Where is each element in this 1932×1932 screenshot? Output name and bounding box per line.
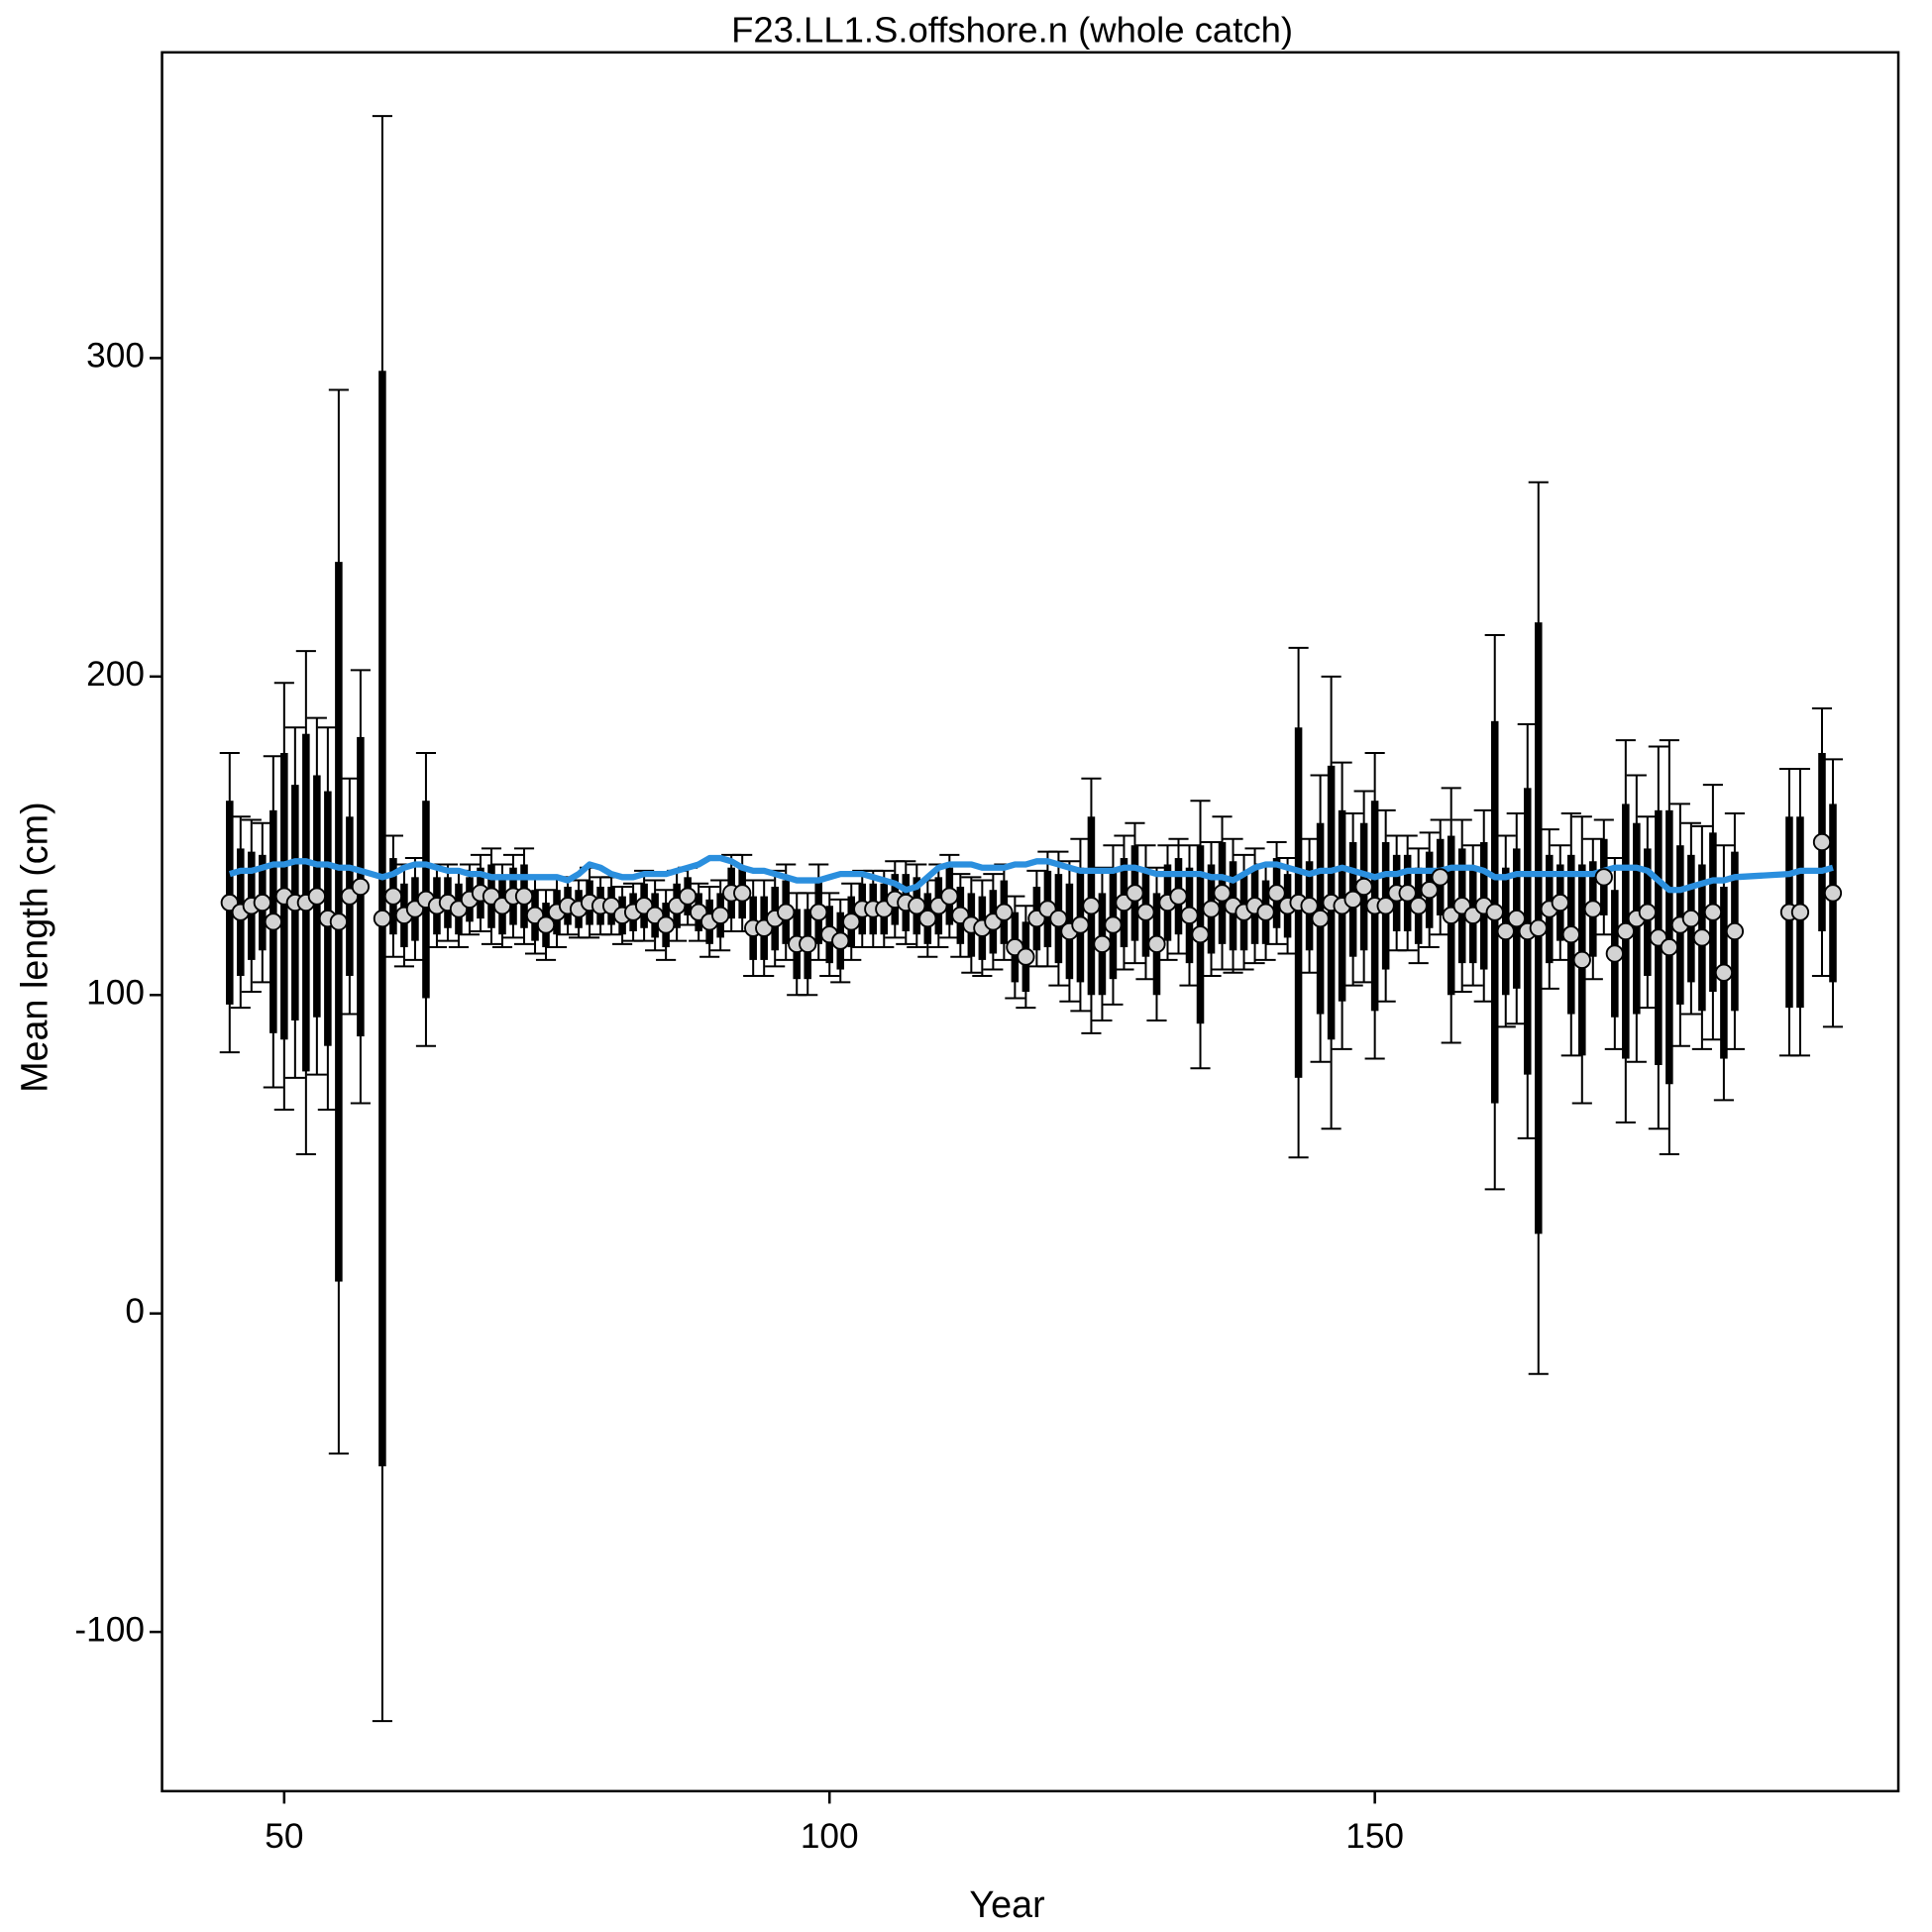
observed-point <box>1420 881 1439 900</box>
y-tick-label: 100 <box>86 974 145 1013</box>
observed-point <box>908 897 926 915</box>
observed-point <box>711 906 730 925</box>
observed-point <box>1605 944 1624 963</box>
observed-point <box>514 887 534 906</box>
observed-point <box>657 915 676 934</box>
observed-point <box>799 934 817 953</box>
observed-point <box>1409 897 1428 915</box>
chart-title: F23.LL1.S.offshore.n (whole catch) <box>731 9 1293 50</box>
observed-point <box>264 912 282 931</box>
x-tick-label: 150 <box>1345 1817 1404 1856</box>
observed-point <box>1692 928 1712 947</box>
observed-point <box>1147 934 1166 953</box>
observed-point <box>1191 925 1210 944</box>
observed-point <box>1551 893 1569 912</box>
observed-point <box>536 915 556 934</box>
observed-point <box>831 931 850 950</box>
observed-point <box>1311 910 1330 928</box>
observed-point <box>1213 884 1232 903</box>
observed-point <box>842 912 861 931</box>
observed-point <box>995 903 1014 921</box>
observed-point <box>1714 963 1734 982</box>
observed-point <box>1376 897 1395 915</box>
y-tick-label: 0 <box>125 1292 145 1331</box>
observed-point <box>329 912 348 931</box>
observed-point <box>777 903 796 921</box>
observed-point <box>1594 868 1613 887</box>
observed-point <box>1180 906 1199 925</box>
observed-point <box>1082 897 1101 915</box>
observed-point <box>1496 921 1515 941</box>
observed-point <box>1812 832 1832 852</box>
observed-point <box>1529 918 1548 937</box>
observed-point <box>1572 950 1591 970</box>
observed-point <box>1703 903 1723 921</box>
observed-point <box>1823 884 1843 903</box>
observed-point <box>1126 884 1144 903</box>
observed-point <box>1583 900 1602 918</box>
plot-frame <box>161 51 1900 1793</box>
observed-point <box>373 910 392 928</box>
observed-point <box>1202 900 1221 918</box>
observed-point <box>1681 910 1700 928</box>
observed-point <box>383 887 403 906</box>
observed-point <box>1507 910 1526 928</box>
observed-point <box>1638 903 1657 921</box>
observed-point <box>1354 877 1373 897</box>
y-tick-label: 300 <box>86 337 145 376</box>
x-tick-label: 50 <box>265 1817 303 1856</box>
observed-point <box>1169 887 1188 906</box>
observed-point <box>1071 915 1090 934</box>
observed-point <box>351 877 371 897</box>
y-tick-label: -100 <box>74 1610 145 1649</box>
observed-point <box>1093 934 1112 953</box>
observed-point <box>1616 921 1635 941</box>
observed-point <box>809 903 828 921</box>
observed-point <box>1017 947 1035 966</box>
observed-point <box>1485 903 1504 921</box>
observed-point <box>1267 884 1286 903</box>
observed-point <box>1104 915 1123 934</box>
observed-point <box>307 887 326 906</box>
observed-point <box>1561 925 1580 944</box>
observed-point <box>1660 937 1678 957</box>
observed-point <box>679 887 698 906</box>
observed-point <box>918 910 937 928</box>
observed-point <box>1725 921 1745 941</box>
observed-point <box>1343 890 1362 909</box>
observed-point <box>253 893 271 912</box>
x-axis-label: Year <box>969 1883 1044 1925</box>
expected-line <box>228 854 1834 894</box>
y-tick-label: 200 <box>86 655 145 694</box>
observed-point <box>1431 868 1449 887</box>
observed-point <box>1136 903 1155 921</box>
observed-point <box>1790 903 1810 921</box>
x-tick-label: 100 <box>801 1817 859 1856</box>
observed-point <box>733 884 752 903</box>
observed-point <box>1256 903 1275 921</box>
observed-point <box>1398 884 1417 903</box>
observed-point <box>1300 897 1319 915</box>
observed-point <box>1049 910 1068 928</box>
observed-point <box>940 887 959 906</box>
y-axis-label: Mean length (cm) <box>14 802 55 1093</box>
